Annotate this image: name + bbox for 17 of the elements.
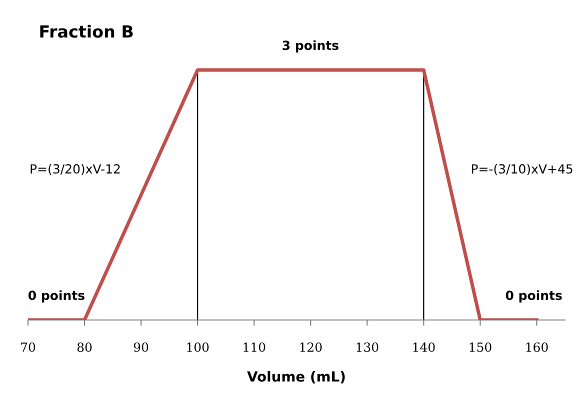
annotation: 0 points [506,290,562,302]
x-tick-label: 70 [21,342,36,352]
x-tick-label: 130 [356,342,378,352]
annotation: P=(3/20)xV-12 [30,164,120,176]
x-tick-label: 100 [187,342,209,352]
text: 3 points [282,40,338,52]
annotation: 0 points [28,290,84,302]
annotation: P=-(3/10)xV+45 [472,164,572,176]
x-tick-label: 90 [134,342,148,352]
x-axis-title: Volume (mL) [247,370,345,384]
x-tick-label: 80 [77,342,92,352]
x-tick-label: 150 [470,342,492,352]
x-tick-label: 120 [300,342,322,352]
x-tick-label: 160 [526,342,548,352]
x-tick-label: 110 [244,342,266,352]
x-tick-label: 140 [413,342,435,352]
chart-title: Fraction B [40,24,133,38]
